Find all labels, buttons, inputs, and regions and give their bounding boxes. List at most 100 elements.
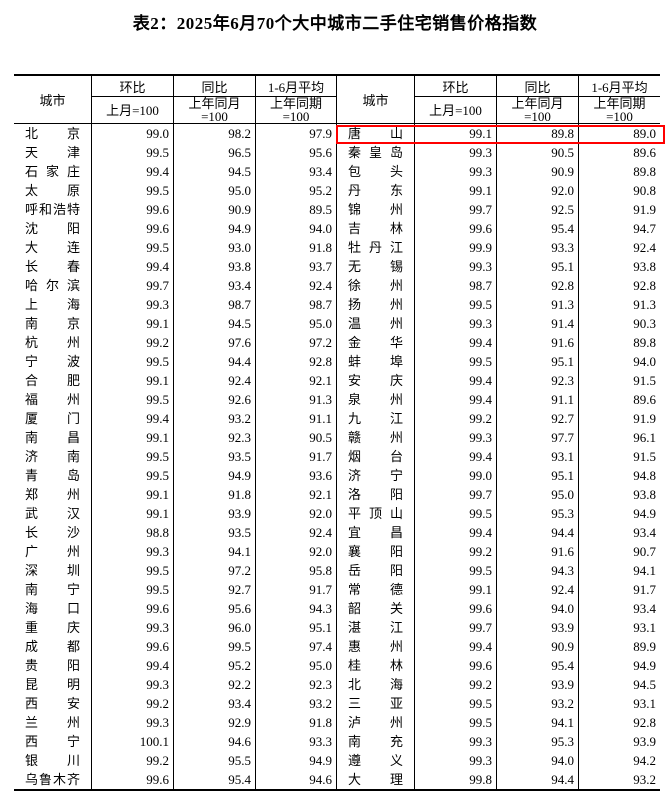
city-cell: 济南 — [14, 447, 92, 466]
avg-cell: 89.8 — [633, 335, 656, 350]
city-cell: 北京 — [14, 124, 92, 143]
mom-cell: 99.5 — [92, 390, 174, 409]
city-cell: 温州 — [337, 314, 415, 333]
avg-cell: 91.7 — [256, 580, 337, 599]
yoy-cell: 90.9 — [497, 637, 579, 656]
mom-cell: 99.7 — [92, 276, 174, 295]
city-cell: 唐山 — [337, 124, 415, 143]
avg-cell: 94.9 — [633, 506, 656, 521]
avg-cell: 89.8 — [633, 164, 656, 179]
yoy-cell: 94.4 — [174, 352, 256, 371]
yoy-cell: 92.3 — [497, 371, 579, 390]
yoy-cell: 98.7 — [174, 295, 256, 314]
yoy-cell: 90.5 — [497, 143, 579, 162]
mom-cell: 99.3 — [415, 314, 497, 333]
city-cell: 南京 — [14, 314, 92, 333]
mom-cell: 99.1 — [415, 580, 497, 599]
yoy-cell: 89.8 — [497, 124, 579, 143]
mom-cell: 99.5 — [415, 713, 497, 732]
yoy-cell: 93.2 — [497, 694, 579, 713]
mom-cell: 99.2 — [92, 333, 174, 352]
city-cell: 深圳 — [14, 561, 92, 580]
header-mom-base-right: 上月=100 — [415, 97, 497, 124]
city-cell: 平顶山 — [337, 504, 415, 523]
city-cell: 大连 — [14, 238, 92, 257]
avg-cell: 92.8 — [633, 278, 656, 293]
avg-cell: 95.0 — [256, 656, 337, 675]
mom-cell: 99.4 — [92, 409, 174, 428]
city-cell: 成都 — [14, 637, 92, 656]
yoy-cell: 93.9 — [497, 675, 579, 694]
yoy-cell: 96.0 — [174, 618, 256, 637]
mom-cell: 99.6 — [92, 637, 174, 656]
avg-cell: 89.6 — [633, 145, 656, 160]
yoy-cell: 99.5 — [174, 637, 256, 656]
city-cell: 重庆 — [14, 618, 92, 637]
avg-cell: 94.9 — [256, 751, 337, 770]
yoy-cell: 92.8 — [497, 276, 579, 295]
yoy-cell: 95.0 — [497, 485, 579, 504]
header-yoy-left: 同比 — [174, 76, 256, 97]
city-cell: 长沙 — [14, 523, 92, 542]
avg-cell: 97.4 — [256, 637, 337, 656]
yoy-cell: 92.7 — [497, 409, 579, 428]
city-cell: 南宁 — [14, 580, 92, 599]
avg-cell: 91.9 — [633, 411, 656, 426]
yoy-cell: 94.5 — [174, 314, 256, 333]
avg-cell: 91.1 — [256, 409, 337, 428]
mom-cell: 99.5 — [415, 694, 497, 713]
avg-cell: 90.5 — [256, 428, 337, 447]
mom-cell: 99.3 — [415, 428, 497, 447]
avg-cell: 95.2 — [256, 181, 337, 200]
mom-cell: 99.3 — [415, 143, 497, 162]
mom-cell: 99.5 — [92, 143, 174, 162]
avg-cell: 94.9 — [633, 658, 656, 673]
avg-cell: 98.7 — [256, 295, 337, 314]
city-cell: 郑州 — [14, 485, 92, 504]
yoy-cell: 90.9 — [174, 200, 256, 219]
avg-cell: 92.0 — [256, 504, 337, 523]
mom-cell: 99.3 — [415, 162, 497, 181]
avg-cell: 94.1 — [633, 563, 656, 578]
avg-cell: 93.8 — [633, 259, 656, 274]
yoy-cell: 97.7 — [497, 428, 579, 447]
mom-cell: 99.5 — [415, 504, 497, 523]
yoy-cell: 94.0 — [497, 751, 579, 770]
city-cell: 呼和浩特 — [14, 200, 92, 219]
yoy-cell: 94.4 — [497, 523, 579, 542]
mom-cell: 99.3 — [92, 542, 174, 561]
avg-cell: 93.7 — [256, 257, 337, 276]
yoy-cell: 94.6 — [174, 732, 256, 751]
yoy-cell: 98.2 — [174, 124, 256, 143]
header-mom-base-left: 上月=100 — [92, 97, 174, 124]
city-cell: 合肥 — [14, 371, 92, 390]
city-cell: 秦皇岛 — [337, 143, 415, 162]
yoy-cell: 91.4 — [497, 314, 579, 333]
mom-cell: 99.4 — [92, 257, 174, 276]
city-cell: 海口 — [14, 599, 92, 618]
yoy-cell: 94.9 — [174, 466, 256, 485]
header-avg-left: 1-6月平均 — [256, 76, 337, 97]
city-cell: 洛阳 — [337, 485, 415, 504]
mom-cell: 99.4 — [415, 390, 497, 409]
city-cell: 岳阳 — [337, 561, 415, 580]
avg-cell: 95.0 — [256, 314, 337, 333]
header-avg-base-line1: 上年同期 — [269, 97, 322, 111]
header-yoy-right: 同比 — [497, 76, 579, 97]
city-cell: 包头 — [337, 162, 415, 181]
city-cell: 乌鲁木齐 — [14, 770, 92, 789]
yoy-cell: 94.0 — [497, 599, 579, 618]
avg-cell: 97.2 — [256, 333, 337, 352]
city-cell: 青岛 — [14, 466, 92, 485]
yoy-cell: 93.4 — [174, 694, 256, 713]
yoy-cell: 93.5 — [174, 523, 256, 542]
yoy-cell: 94.3 — [497, 561, 579, 580]
avg-cell: 93.1 — [633, 620, 656, 635]
mom-cell: 99.4 — [92, 656, 174, 675]
yoy-cell: 93.4 — [174, 276, 256, 295]
mom-cell: 99.5 — [92, 238, 174, 257]
avg-cell: 95.1 — [256, 618, 337, 637]
mom-cell: 99.6 — [92, 599, 174, 618]
mom-cell: 99.5 — [92, 580, 174, 599]
